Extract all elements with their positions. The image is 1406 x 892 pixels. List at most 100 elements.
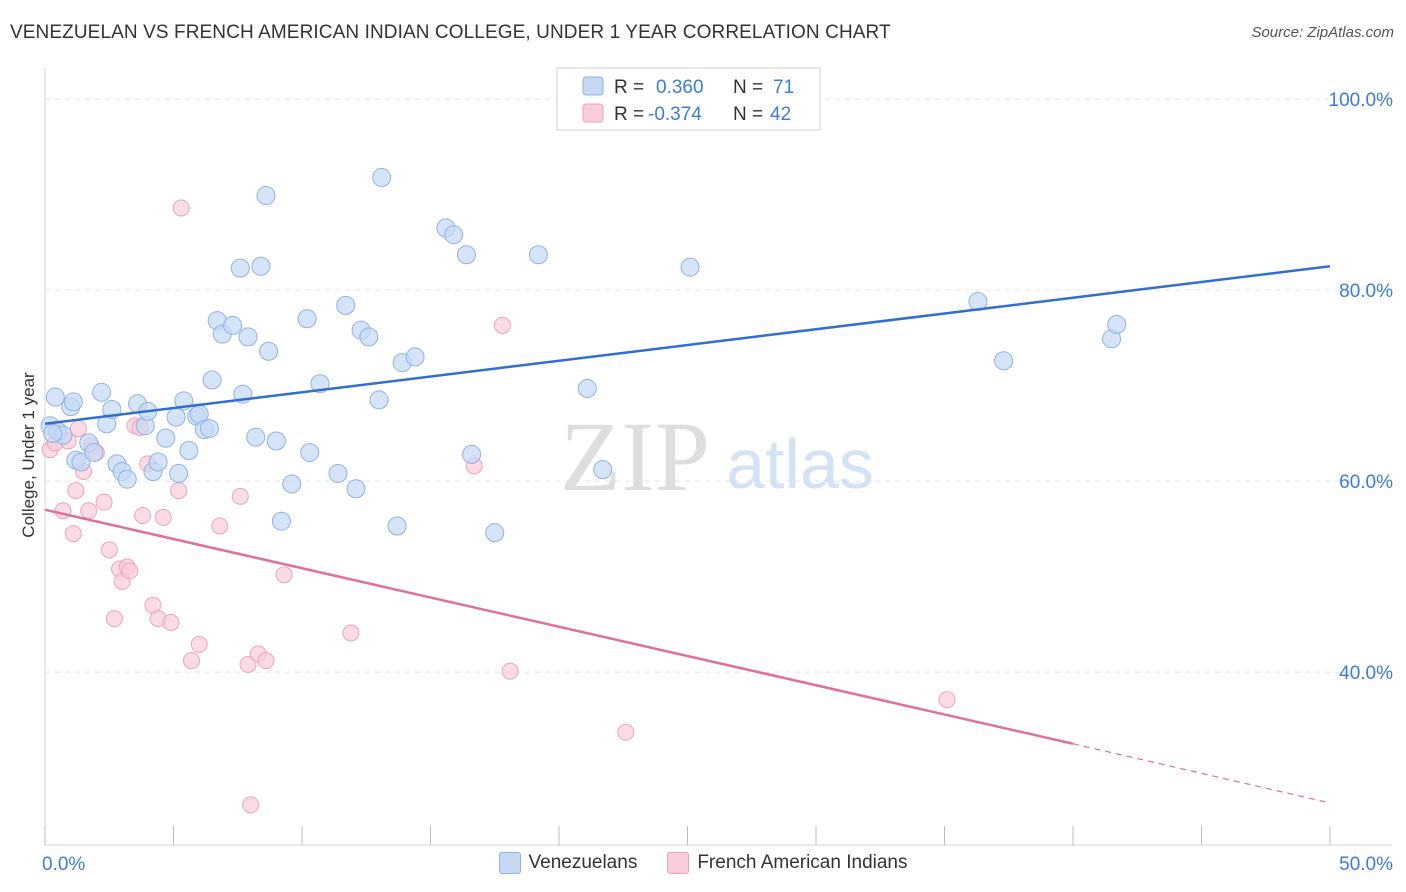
legend-item-french-american-indians: French American Indians	[667, 852, 908, 874]
french-american-indians-legend-label: French American Indians	[697, 852, 908, 873]
pink-point-18	[121, 562, 139, 580]
blue-point-43	[282, 474, 302, 494]
blue-point-49	[346, 479, 366, 499]
venezuelans-legend-label: Venezuelans	[528, 852, 638, 873]
blue-point-62	[528, 245, 548, 265]
legend-blue-r-label: R =	[614, 77, 644, 98]
blue-point-21	[156, 428, 176, 448]
blue-point-45	[300, 442, 320, 462]
blue-point-64	[593, 460, 613, 480]
stats-legend: R = 0.360 N = 71 R = -0.374 N = 42	[556, 67, 821, 131]
legend-blue-swatch	[582, 76, 604, 96]
pink-point-42	[617, 723, 635, 741]
blue-point-69	[1107, 314, 1127, 334]
blue-point-30	[202, 370, 222, 390]
french-american-indians-trend-extension	[1072, 743, 1331, 804]
watermark: ZIP atlas	[560, 401, 874, 512]
blue-point-65	[680, 257, 700, 277]
pink-point-13	[100, 541, 118, 559]
blue-point-51	[359, 327, 379, 347]
x-tick-label-0: 0.0%	[42, 854, 85, 875]
grid-lines	[45, 98, 1392, 673]
pink-point-29	[182, 652, 200, 670]
blue-point-10	[92, 382, 112, 402]
blue-point-20	[148, 452, 168, 472]
legend-pink-r-value: -0.374	[648, 104, 702, 125]
venezuelans-points	[40, 167, 1127, 543]
tick-labels: 100.0% 80.0% 60.0% 40.0% 0.0% 50.0%	[42, 90, 1393, 875]
blue-point-22	[166, 407, 186, 427]
pink-point-41	[501, 662, 519, 680]
blue-point-38	[251, 256, 271, 276]
blue-point-7	[71, 452, 91, 472]
pink-point-36	[257, 652, 275, 670]
y-tick-label-60: 60.0%	[1339, 472, 1393, 493]
french-american-indians-trend-line	[44, 508, 1074, 745]
venezuelans-trend-line	[44, 264, 1331, 426]
pink-point-38	[342, 624, 360, 642]
series-legend: Venezuelans French American Indians	[0, 852, 1406, 874]
pink-point-12	[95, 493, 113, 511]
blue-point-46	[310, 374, 330, 394]
blue-point-42	[271, 511, 291, 531]
pink-point-34	[242, 796, 260, 814]
blue-point-25	[179, 441, 199, 461]
legend-blue-n-label: N =	[733, 77, 763, 98]
blue-point-56	[405, 347, 425, 367]
blue-point-5	[63, 392, 83, 412]
watermark-atlas: atlas	[726, 425, 874, 503]
blue-point-59	[456, 245, 476, 265]
pink-point-9	[80, 502, 98, 520]
blue-point-60	[462, 444, 482, 464]
pink-point-21	[134, 506, 152, 524]
legend-blue-r-value: 0.360	[656, 77, 704, 98]
pink-point-7	[69, 420, 87, 438]
pink-point-14	[105, 610, 123, 628]
blue-point-29	[199, 419, 219, 439]
blue-point-41	[266, 431, 286, 451]
pink-point-31	[211, 517, 229, 535]
pink-point-25	[154, 508, 172, 526]
watermark-zip: ZIP	[560, 401, 710, 512]
blue-point-53	[372, 167, 392, 187]
legend-pink-r-label: R =	[614, 104, 644, 125]
pink-point-27	[170, 482, 188, 500]
blue-point-36	[238, 327, 258, 347]
y-tick-label-100: 100.0%	[1329, 90, 1394, 111]
y-axis-label: College, Under 1 year	[19, 372, 38, 538]
x-tick-label-1: 50.0%	[1339, 854, 1393, 875]
blue-point-33	[223, 315, 243, 335]
blue-point-54	[387, 516, 407, 536]
blue-point-44	[297, 309, 317, 329]
pink-point-28	[172, 199, 190, 217]
pink-point-40	[493, 316, 511, 334]
pink-point-30	[190, 635, 208, 653]
pink-point-6	[67, 482, 85, 500]
pink-point-26	[162, 613, 180, 631]
legend-pink-n-value: 42	[770, 104, 791, 125]
source-label: Source: ZipAtlas.com	[1251, 24, 1394, 41]
blue-point-61	[485, 523, 505, 543]
blue-point-9	[84, 442, 104, 462]
blue-point-70	[43, 423, 63, 443]
trend-lines	[44, 264, 1331, 804]
legend-blue-n-value: 71	[773, 77, 794, 98]
blue-point-67	[994, 351, 1014, 371]
pink-point-5	[64, 525, 82, 543]
blue-point-52	[369, 390, 389, 410]
pink-point-43	[938, 691, 956, 709]
blue-point-48	[336, 295, 356, 315]
french-american-indians-swatch	[667, 852, 690, 874]
blue-point-15	[117, 469, 137, 489]
legend-pink-n-label: N =	[733, 104, 763, 125]
legend-pink-swatch	[582, 103, 604, 123]
blue-point-63	[577, 378, 597, 398]
blue-point-47	[328, 463, 348, 483]
blue-point-1	[45, 387, 65, 407]
chart-title: VENEZUELAN VS FRENCH AMERICAN INDIAN COL…	[10, 22, 891, 43]
blue-point-34	[230, 258, 250, 278]
blue-point-58	[444, 225, 464, 245]
blue-point-40	[259, 341, 279, 361]
pink-point-37	[275, 566, 293, 584]
